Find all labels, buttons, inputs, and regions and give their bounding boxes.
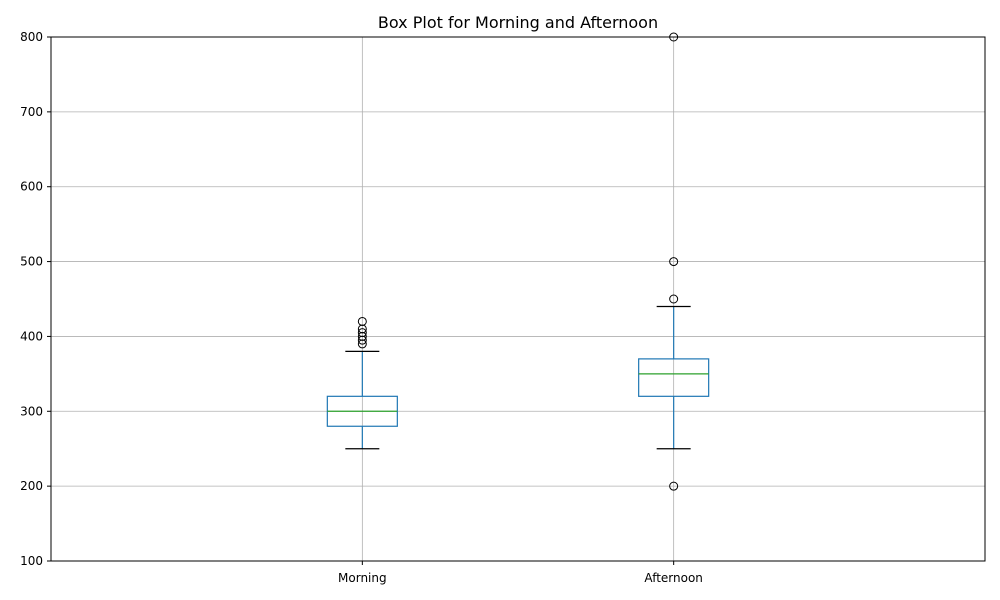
y-tick-label: 200 — [20, 479, 43, 493]
y-tick-label: 300 — [20, 404, 43, 418]
chart-title: Box Plot for Morning and Afternoon — [378, 13, 658, 32]
y-tick-label: 100 — [20, 554, 43, 568]
box-group-afternoon — [638, 32, 710, 491]
plot-frame — [50, 36, 986, 562]
x-tick-label: Morning — [338, 571, 387, 585]
outlier-point — [357, 339, 367, 349]
outlier-point — [669, 294, 679, 304]
y-tick-label: 600 — [20, 180, 43, 194]
x-tick-label: Afternoon — [644, 571, 703, 585]
ticks-layer: 100 200 300 400 500 600 700 800 Morning Afternoon — [20, 30, 703, 585]
iqr-box — [638, 358, 710, 397]
outlier-point — [357, 331, 367, 341]
y-tick-label: 800 — [20, 30, 43, 44]
outlier-point — [669, 481, 679, 491]
y-tick-label: 400 — [20, 329, 43, 343]
boxes-layer — [326, 32, 710, 491]
outlier-point — [357, 335, 367, 345]
box-group-morning — [326, 316, 398, 450]
outlier-point — [357, 324, 367, 334]
outlier-point — [357, 328, 367, 338]
grid-layer — [51, 36, 985, 562]
y-tick-label: 700 — [20, 105, 43, 119]
outlier-point — [669, 257, 679, 267]
y-tick-label: 500 — [20, 255, 43, 269]
outlier-point — [357, 316, 367, 326]
